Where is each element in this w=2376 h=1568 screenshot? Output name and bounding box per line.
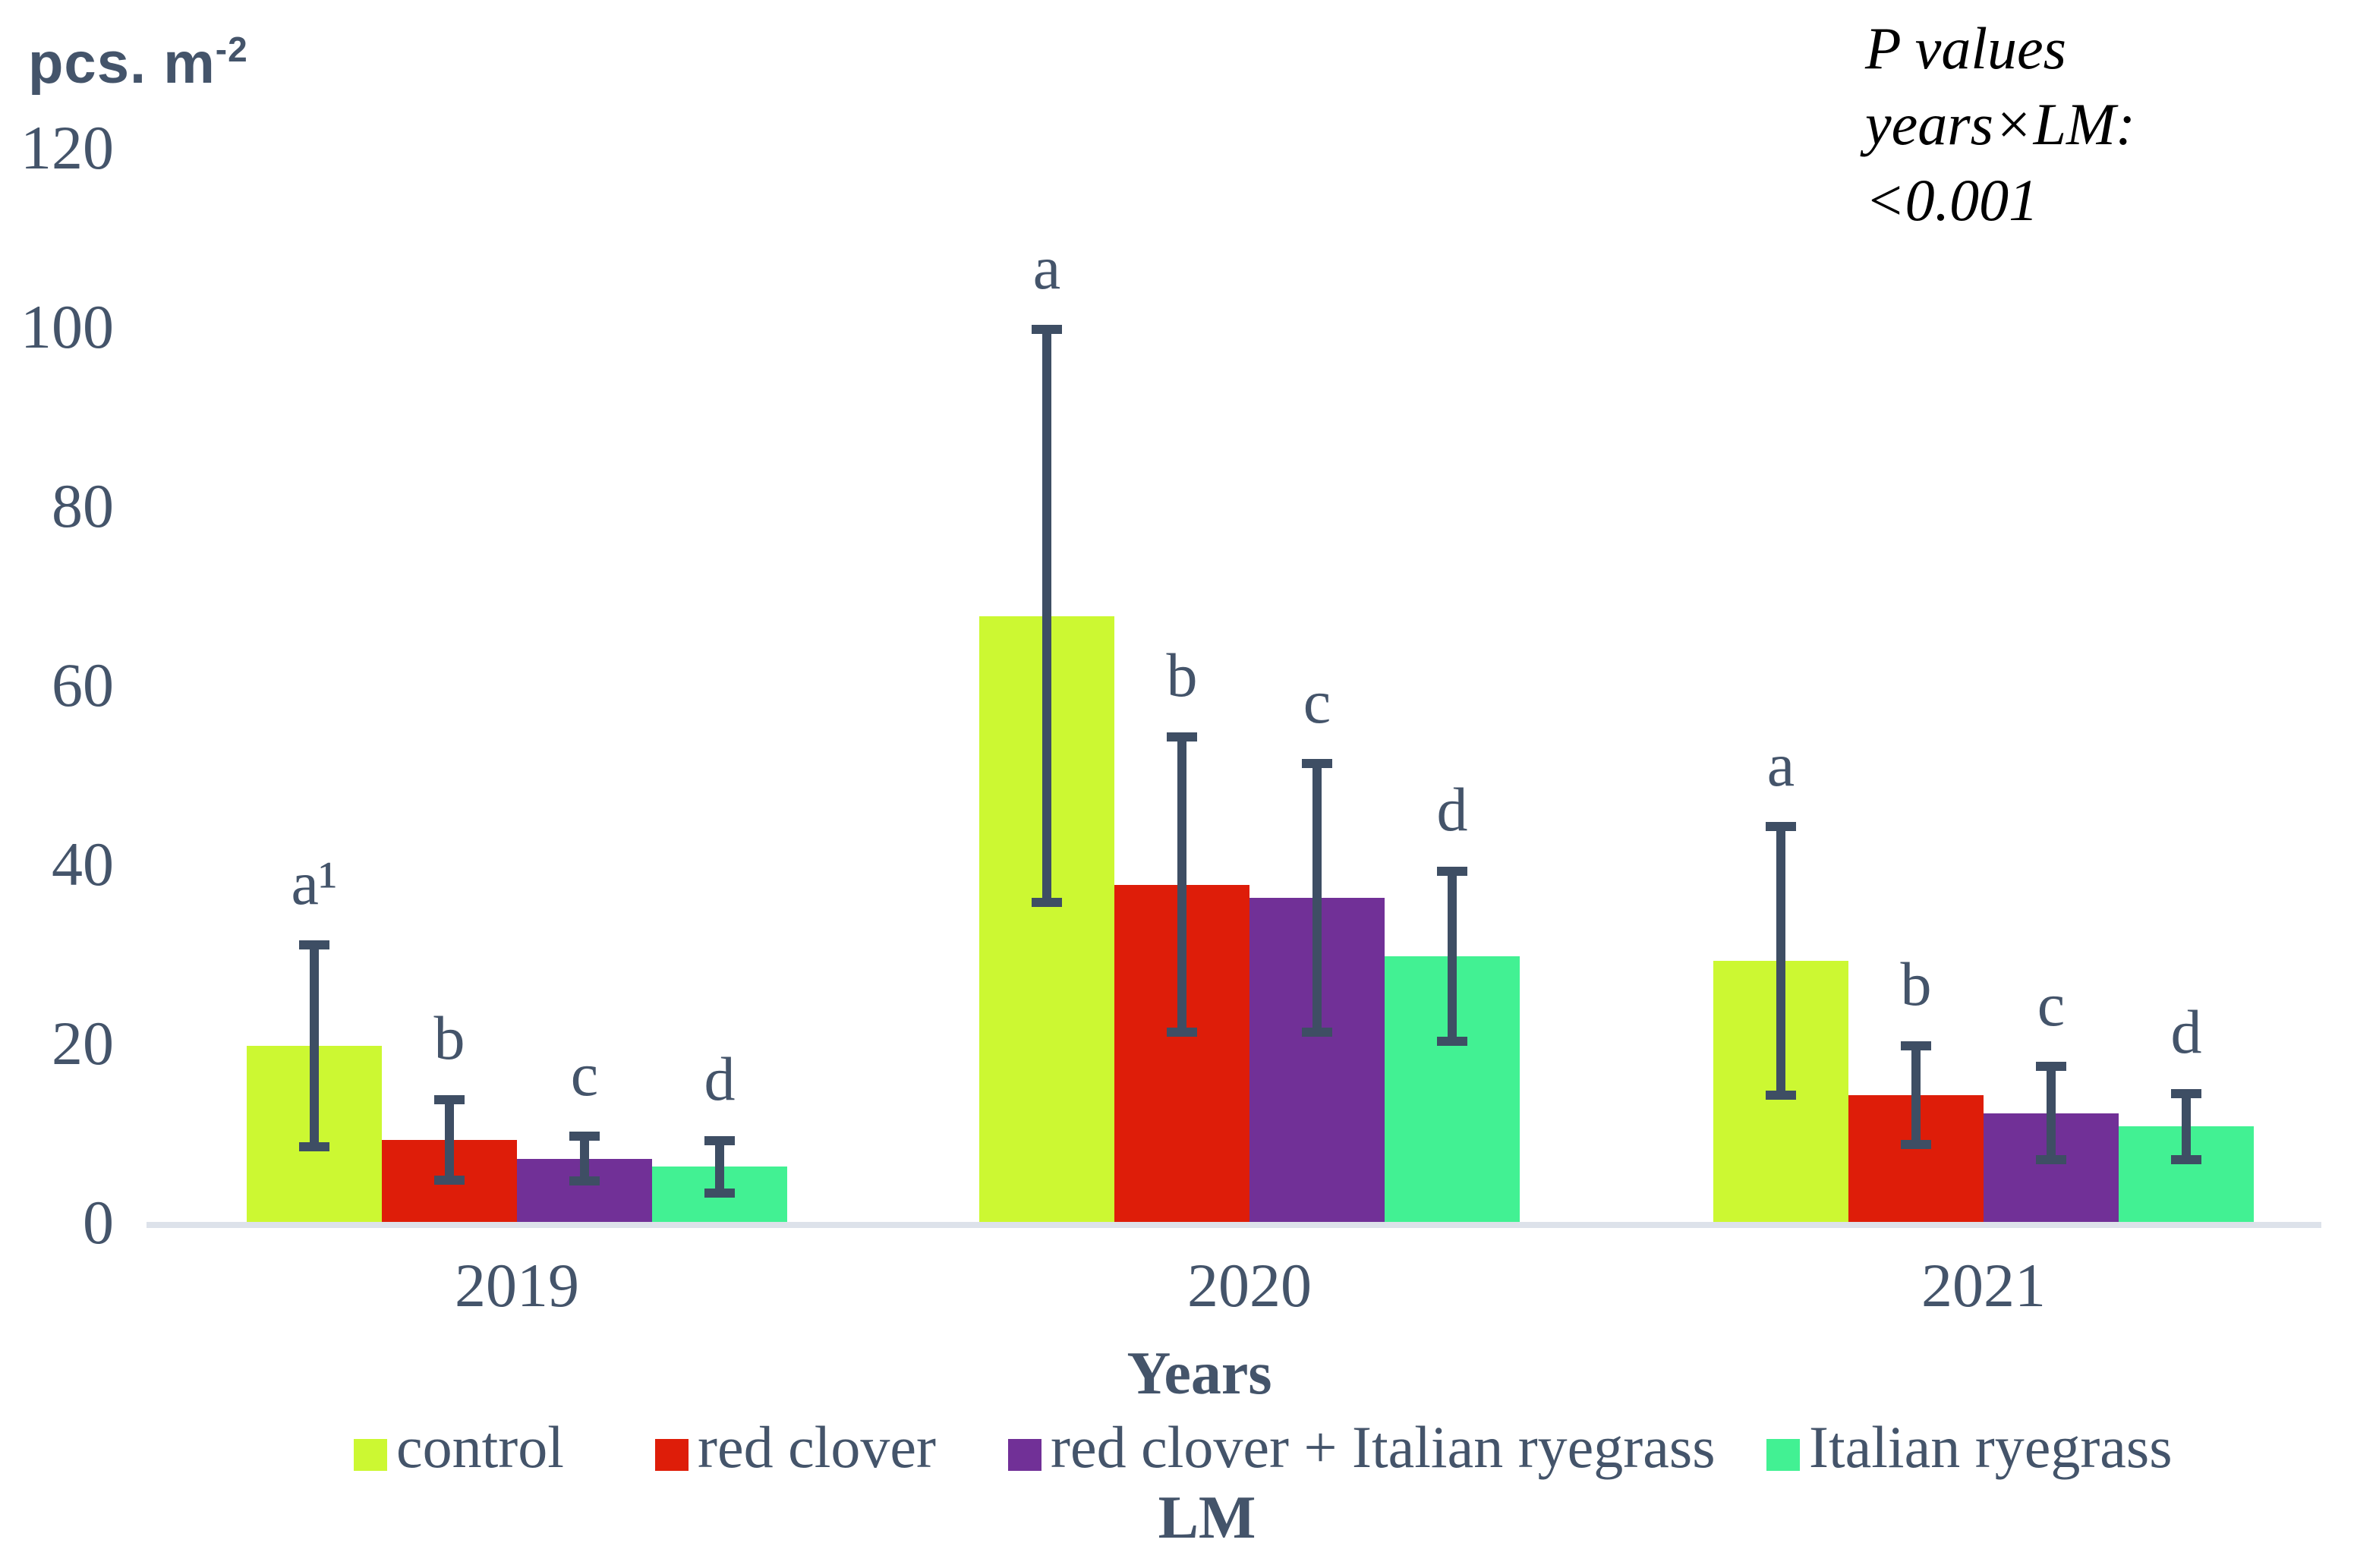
error-bar-cap-top-italian-ryegrass-2020 bbox=[1437, 866, 1467, 876]
error-bar-cap-bottom-red-clover-2019 bbox=[434, 1176, 465, 1185]
p-values-annotation: P values years×LM: <0.001 bbox=[1865, 11, 2135, 238]
legend-title: LM bbox=[1158, 1485, 1256, 1551]
error-bar-cap-top-red-clover-italian-ryegrass-2020 bbox=[1302, 759, 1332, 769]
significance-letter-italian-ryegrass-2020: d bbox=[1436, 774, 1468, 844]
y-tick-label-120: 120 bbox=[20, 113, 114, 182]
annotation-line-1: P values bbox=[1865, 15, 2067, 81]
error-bar-italian-ryegrass-2021 bbox=[2182, 1093, 2191, 1160]
significance-letter-control-2021: a bbox=[1766, 729, 1795, 799]
error-bar-cap-top-italian-ryegrass-2021 bbox=[2171, 1088, 2201, 1098]
significance-letter-red-clover-2019: b bbox=[433, 1003, 465, 1072]
error-bar-cap-top-control-2020 bbox=[1032, 325, 1062, 334]
error-bar-control-2020 bbox=[1042, 329, 1051, 903]
error-bar-cap-top-control-2021 bbox=[1766, 821, 1796, 831]
error-bar-cap-bottom-red-clover-italian-ryegrass-2021 bbox=[2036, 1154, 2066, 1164]
error-bar-control-2019 bbox=[310, 944, 319, 1148]
error-bar-red-clover-2019 bbox=[445, 1099, 454, 1180]
legend-swatch-control bbox=[354, 1439, 387, 1471]
error-bar-italian-ryegrass-2019 bbox=[715, 1141, 724, 1193]
error-bar-cap-top-red-clover-italian-ryegrass-2019 bbox=[569, 1132, 600, 1141]
y-tick-label-20: 20 bbox=[52, 1009, 114, 1078]
legend-swatch-red-clover-italian-ryegrass bbox=[1008, 1439, 1041, 1471]
x-axis-line bbox=[147, 1222, 2321, 1228]
legend-label-italian-ryegrass: Italian ryegrass bbox=[1809, 1414, 2173, 1480]
error-bar-cap-bottom-red-clover-italian-ryegrass-2019 bbox=[569, 1176, 600, 1186]
error-bar-cap-top-red-clover-2019 bbox=[434, 1094, 465, 1104]
legend-swatch-italian-ryegrass bbox=[1766, 1439, 1800, 1471]
error-bar-cap-bottom-red-clover-italian-ryegrass-2020 bbox=[1302, 1028, 1332, 1037]
error-bar-red-clover-2021 bbox=[1911, 1046, 1921, 1145]
y-axis-unit-superscript: -2 bbox=[215, 30, 248, 69]
legend-label-control: control bbox=[396, 1414, 564, 1480]
significance-letter-red-clover-italian-ryegrass-2019: c bbox=[570, 1040, 599, 1110]
significance-letter-red-clover-2020: b bbox=[1166, 640, 1198, 710]
legend-label-red-clover: red clover bbox=[698, 1414, 936, 1480]
error-bar-red-clover-italian-ryegrass-2019 bbox=[580, 1136, 589, 1182]
y-axis-unit-text: pcs. m bbox=[28, 31, 216, 96]
legend-item-italian-ryegrass: Italian ryegrass bbox=[1766, 1416, 2173, 1478]
error-bar-cap-bottom-italian-ryegrass-2019 bbox=[704, 1188, 735, 1198]
annotation-line-3: <0.001 bbox=[1865, 167, 2039, 233]
significance-letter-italian-ryegrass-2021: d bbox=[2170, 997, 2202, 1066]
y-tick-label-0: 0 bbox=[83, 1188, 114, 1257]
x-tick-label-2020: 2020 bbox=[1187, 1251, 1312, 1320]
significance-letter-red-clover-italian-ryegrass-2021: c bbox=[2037, 970, 2066, 1040]
y-tick-label-80: 80 bbox=[52, 471, 114, 540]
x-axis-title: Years bbox=[1127, 1340, 1272, 1407]
y-tick-label-60: 60 bbox=[52, 650, 114, 719]
error-bar-cap-bottom-italian-ryegrass-2021 bbox=[2171, 1154, 2201, 1164]
significance-letter-red-clover-italian-ryegrass-2020: c bbox=[1303, 667, 1331, 737]
error-bar-cap-bottom-control-2021 bbox=[1766, 1090, 1796, 1100]
error-bar-cap-top-italian-ryegrass-2019 bbox=[704, 1136, 735, 1146]
error-bar-control-2021 bbox=[1776, 826, 1785, 1095]
error-bar-cap-bottom-red-clover-2020 bbox=[1167, 1028, 1197, 1037]
error-bar-red-clover-italian-ryegrass-2021 bbox=[2047, 1066, 2056, 1160]
x-tick-label-2021: 2021 bbox=[1921, 1251, 2046, 1320]
error-bar-red-clover-2020 bbox=[1177, 736, 1186, 1033]
y-tick-label-40: 40 bbox=[52, 830, 114, 899]
error-bar-cap-bottom-italian-ryegrass-2020 bbox=[1437, 1037, 1467, 1047]
error-bar-red-clover-italian-ryegrass-2020 bbox=[1312, 764, 1322, 1033]
significance-letter-control-2019: a¹ bbox=[291, 848, 338, 918]
error-bar-cap-top-red-clover-italian-ryegrass-2021 bbox=[2036, 1062, 2066, 1072]
error-bar-cap-bottom-control-2019 bbox=[299, 1142, 329, 1152]
significance-letter-red-clover-2021: b bbox=[1900, 949, 1932, 1019]
error-bar-italian-ryegrass-2020 bbox=[1448, 871, 1457, 1042]
legend-item-red-clover-italian-ryegrass: red clover + Italian ryegrass bbox=[1008, 1416, 1716, 1478]
error-bar-cap-bottom-control-2020 bbox=[1032, 898, 1062, 908]
significance-letter-control-2020: a bbox=[1032, 233, 1061, 302]
legend-label-red-clover-italian-ryegrass: red clover + Italian ryegrass bbox=[1051, 1414, 1716, 1480]
error-bar-cap-top-red-clover-2021 bbox=[1901, 1041, 1931, 1050]
legend-item-red-clover: red clover bbox=[655, 1416, 936, 1478]
y-tick-label-100: 100 bbox=[20, 292, 114, 361]
legend-item-control: control bbox=[354, 1416, 564, 1478]
error-bar-cap-top-red-clover-2020 bbox=[1167, 732, 1197, 741]
y-axis-unit-label: pcs. m-2 bbox=[28, 29, 248, 96]
error-bar-cap-top-control-2019 bbox=[299, 940, 329, 949]
legend-swatch-red-clover bbox=[655, 1439, 689, 1471]
x-tick-label-2019: 2019 bbox=[455, 1251, 579, 1320]
annotation-line-2: years×LM: bbox=[1865, 91, 2135, 157]
significance-letter-italian-ryegrass-2019: d bbox=[704, 1044, 736, 1114]
error-bar-cap-bottom-red-clover-2021 bbox=[1901, 1139, 1931, 1149]
